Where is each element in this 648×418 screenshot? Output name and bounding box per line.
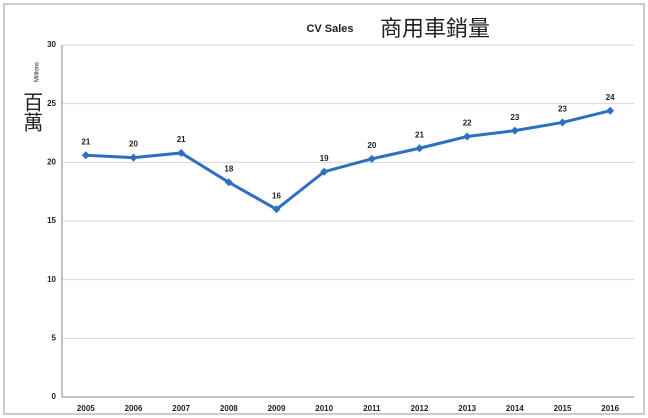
x-tick-label: 2009 (268, 404, 286, 413)
data-point (81, 151, 90, 160)
x-tick-label: 2011 (363, 404, 381, 413)
data-point (558, 118, 567, 127)
chart-frame (3, 3, 645, 415)
data-label: 24 (606, 93, 615, 102)
data-label: 19 (320, 154, 329, 163)
data-point (606, 106, 615, 115)
data-label: 16 (272, 191, 281, 200)
x-tick-label: 2007 (172, 404, 190, 413)
y-axis-label: Millions (35, 62, 41, 82)
series-line (85, 109, 611, 212)
x-tick-label: 2016 (601, 404, 619, 413)
y-tick-label: 10 (47, 275, 56, 284)
data-label: 20 (367, 141, 376, 150)
data-point (224, 178, 233, 187)
chart-title: CV Sales (306, 23, 353, 35)
data-label: 18 (224, 164, 233, 173)
data-label: 20 (129, 140, 138, 149)
data-label: 21 (81, 137, 90, 146)
data-label: 23 (558, 105, 567, 114)
x-tick-label: 2006 (125, 404, 143, 413)
data-label: 22 (463, 119, 472, 128)
y-tick-label: 25 (47, 99, 56, 108)
data-point (510, 126, 519, 135)
y-tick-label: 15 (47, 216, 56, 225)
x-tick-label: 2012 (411, 404, 429, 413)
x-tick-label: 2010 (315, 404, 333, 413)
data-point (129, 153, 138, 162)
annotation: 百萬 (20, 92, 42, 132)
data-point (320, 167, 329, 176)
data-label: 21 (415, 130, 424, 139)
data-point (415, 144, 424, 153)
x-tick-label: 2014 (506, 404, 524, 413)
x-tick-label: 2008 (220, 404, 238, 413)
data-point (367, 154, 376, 163)
x-tick-label: 2015 (554, 404, 572, 413)
y-tick-label: 5 (52, 333, 57, 342)
annotation: 商用車銷量 (380, 16, 490, 41)
y-tick-label: 20 (47, 157, 56, 166)
data-label: 23 (510, 113, 519, 122)
data-point (177, 148, 186, 157)
y-tick-label: 30 (47, 40, 56, 49)
data-label: 21 (177, 135, 186, 144)
x-tick-label: 2005 (77, 404, 95, 413)
y-tick-label: 0 (52, 392, 57, 401)
data-point (463, 132, 472, 141)
data-point (272, 205, 281, 214)
x-tick-label: 2013 (458, 404, 476, 413)
